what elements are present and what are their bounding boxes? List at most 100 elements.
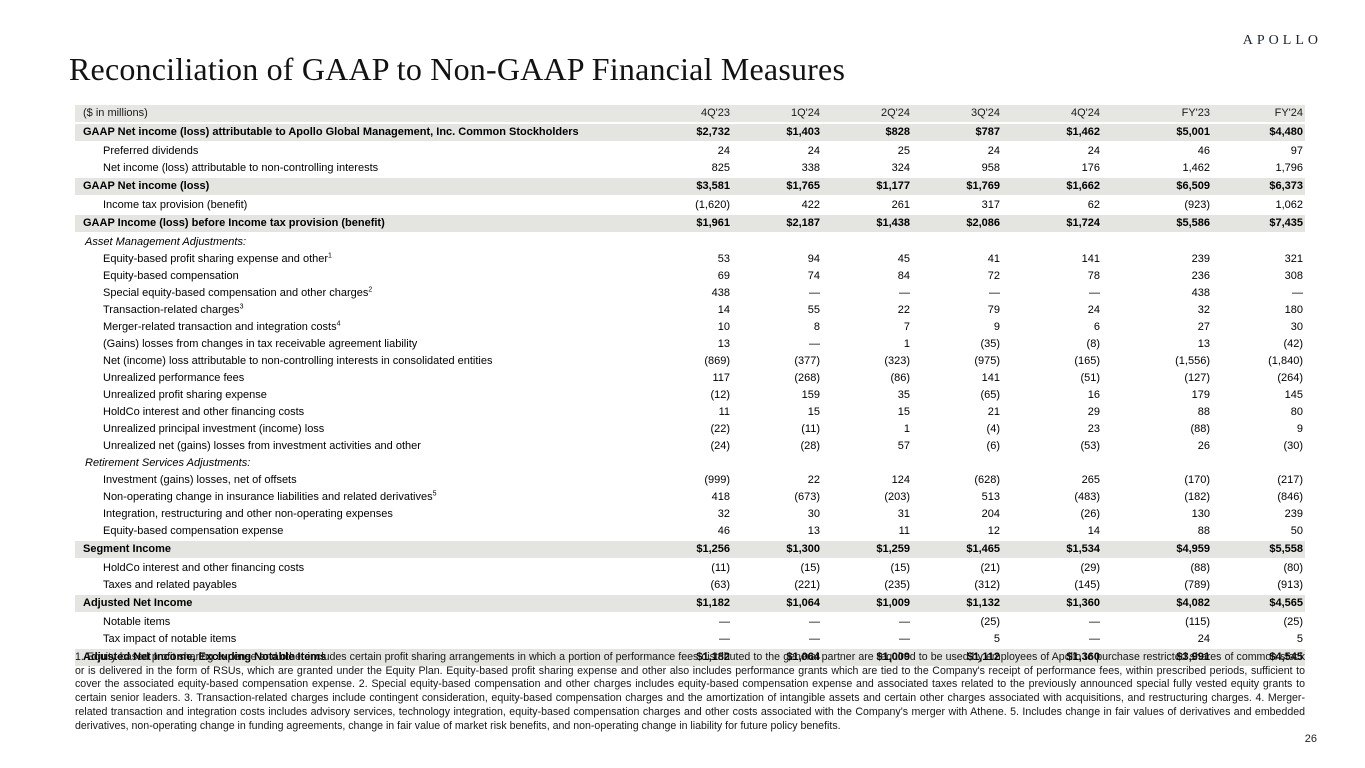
cell-value: $1,662 bbox=[1002, 177, 1102, 197]
row-label: Tax impact of notable items bbox=[103, 633, 237, 645]
row-label: Unrealized principal investment (income)… bbox=[103, 423, 325, 435]
cell-value: (4) bbox=[986, 423, 1000, 435]
cell-value: (80) bbox=[1283, 562, 1303, 574]
cell-value: 24 bbox=[717, 145, 730, 157]
cell-value bbox=[732, 455, 822, 472]
row-label: Net (income) loss attributable to non-co… bbox=[103, 355, 493, 367]
cell-value: 30 bbox=[807, 508, 820, 520]
cell-value: $2,732 bbox=[650, 122, 732, 143]
cell-value: 1,796 bbox=[1275, 162, 1303, 174]
cell-value: 32 bbox=[1197, 304, 1210, 316]
cell-value: 422 bbox=[801, 199, 820, 211]
table-row: Unrealized profit sharing expense (12) 159… bbox=[75, 387, 1305, 404]
cell-value: $1,403 bbox=[732, 122, 822, 143]
cell-value: (51) bbox=[1080, 372, 1100, 384]
footnote-marker: 4 bbox=[336, 320, 341, 328]
cell-value: 11 bbox=[718, 406, 730, 418]
cell-value: 13 bbox=[1197, 338, 1210, 350]
cell-value: $4,959 bbox=[1102, 540, 1212, 560]
cell-value: — bbox=[719, 616, 730, 628]
cell-value: 23 bbox=[1087, 423, 1100, 435]
table-row: HoldCo interest and other financing cost… bbox=[75, 559, 1305, 577]
cell-value: (869) bbox=[704, 355, 730, 367]
cell-value bbox=[912, 455, 1002, 472]
cell-value: 12 bbox=[987, 525, 1000, 537]
cell-value: (8) bbox=[1086, 338, 1100, 350]
apollo-logo: APOLLO bbox=[1242, 33, 1322, 48]
cell-value: 69 bbox=[717, 270, 730, 282]
table-row: Equity-based compensation expense 46 13 11 1… bbox=[75, 523, 1305, 541]
table-row: Equity-based profit sharing expense and … bbox=[75, 251, 1305, 268]
cell-value: 78 bbox=[1087, 270, 1100, 282]
cell-value: 9 bbox=[993, 321, 1000, 333]
cell-value: 176 bbox=[1081, 162, 1100, 174]
cell-value: 1 bbox=[903, 338, 910, 350]
column-header: 1Q'24 bbox=[732, 105, 822, 124]
cell-value: (53) bbox=[1080, 440, 1100, 452]
cell-value: $828 bbox=[822, 122, 912, 143]
cell-value: (628) bbox=[974, 474, 1000, 486]
row-label: Unrealized performance fees bbox=[103, 372, 245, 384]
cell-value: (63) bbox=[710, 579, 730, 591]
cell-value bbox=[822, 455, 912, 472]
cell-value: — bbox=[1089, 633, 1100, 645]
cell-value: 53 bbox=[717, 253, 730, 265]
cell-value: $2,187 bbox=[732, 214, 822, 234]
row-label: Adjusted Net Income, Excluding Notable I… bbox=[75, 648, 650, 668]
cell-value: 825 bbox=[711, 162, 730, 174]
cell-value: (29) bbox=[1080, 562, 1100, 574]
cell-value: 10 bbox=[717, 321, 730, 333]
cell-value: 16 bbox=[1087, 389, 1100, 401]
cell-value: 9 bbox=[1296, 423, 1303, 435]
reconciliation-table: ($ in millions) 4Q'23 1Q'24 2Q'24 3Q'24 4Q'2… bbox=[75, 105, 1305, 668]
cell-value: 29 bbox=[1087, 406, 1100, 418]
cell-value: (15) bbox=[890, 562, 910, 574]
cell-value: 24 bbox=[807, 145, 820, 157]
table-row: Unrealized performance fees 117 (268) (86) 1… bbox=[75, 370, 1305, 387]
cell-value: 5 bbox=[993, 633, 1000, 645]
cell-value: (11) bbox=[711, 562, 730, 574]
column-header: 4Q'24 bbox=[1002, 105, 1102, 124]
cell-value bbox=[650, 233, 732, 251]
cell-value: 45 bbox=[897, 253, 910, 265]
cell-value: 239 bbox=[1191, 253, 1210, 265]
table-row: Unrealized principal investment (income)… bbox=[75, 421, 1305, 438]
cell-value: 5 bbox=[1296, 633, 1303, 645]
cell-value: (1,556) bbox=[1175, 355, 1210, 367]
cell-value: 117 bbox=[712, 372, 730, 384]
row-label: GAAP Net income (loss) bbox=[75, 177, 650, 197]
cell-value: $1,961 bbox=[650, 214, 732, 234]
cell-value: 50 bbox=[1290, 525, 1303, 537]
table-row: Investment (gains) losses, net of offset… bbox=[75, 472, 1305, 489]
cell-value: (127) bbox=[1184, 372, 1210, 384]
column-header: 3Q'24 bbox=[912, 105, 1002, 124]
row-label: Taxes and related payables bbox=[103, 579, 237, 591]
cell-value: 11 bbox=[898, 525, 910, 537]
column-header: FY'23 bbox=[1102, 105, 1212, 124]
cell-value: $1,132 bbox=[912, 594, 1002, 614]
cell-value: — bbox=[1089, 287, 1100, 299]
cell-value: — bbox=[989, 287, 1000, 299]
cell-value: 438 bbox=[711, 287, 730, 299]
cell-value: (483) bbox=[1074, 491, 1100, 503]
cell-value: (221) bbox=[794, 579, 820, 591]
cell-value: 24 bbox=[987, 145, 1000, 157]
row-label: (Gains) losses from changes in tax recei… bbox=[103, 338, 418, 350]
table-row: Taxes and related payables (63) (221) (235)… bbox=[75, 577, 1305, 595]
cell-value: $1,724 bbox=[1002, 214, 1102, 234]
cell-value: 159 bbox=[801, 389, 820, 401]
cell-value: 24 bbox=[1087, 304, 1100, 316]
cell-value: $4,480 bbox=[1212, 122, 1305, 143]
cell-value: 15 bbox=[897, 406, 910, 418]
row-label: Non-operating change in insurance liabil… bbox=[103, 490, 437, 503]
cell-value: 308 bbox=[1284, 270, 1303, 282]
row-label: Retirement Services Adjustments: bbox=[85, 457, 251, 469]
row-label: Equity-based compensation bbox=[103, 270, 239, 282]
cell-value: 32 bbox=[717, 508, 730, 520]
table-row: Transaction-related charges3 14 55 22 79 24 32… bbox=[75, 302, 1305, 319]
cell-value: (923) bbox=[1184, 199, 1210, 211]
cell-value: $1,064 bbox=[732, 594, 822, 614]
cell-value: (268) bbox=[794, 372, 820, 384]
cell-value: 180 bbox=[1284, 304, 1303, 316]
cell-value: (15) bbox=[800, 562, 820, 574]
